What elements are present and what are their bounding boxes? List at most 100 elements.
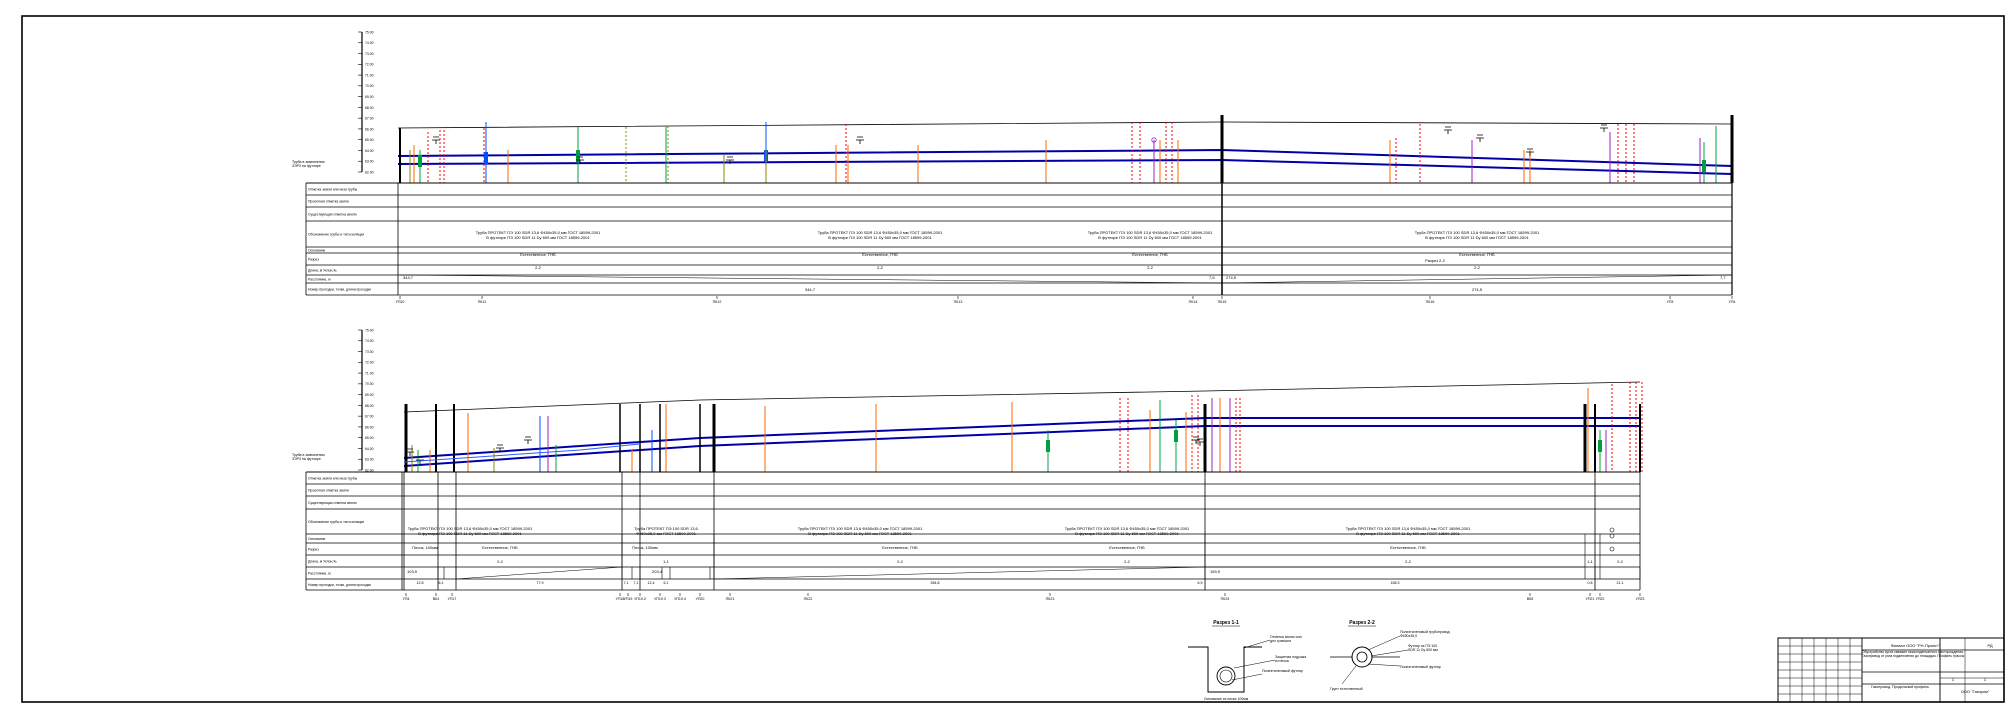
profile-2-table-row-label: Проектная отметка земли bbox=[308, 488, 349, 492]
section-2-2-leader-4 bbox=[1341, 665, 1357, 685]
profile-2-spec-2: Труба ПРОТЕКТ ПЭ 100 SDR 13,6 Ф450х35,0 м… bbox=[634, 526, 698, 536]
profile-1-section-2: 2-2 bbox=[877, 265, 884, 270]
profile-2-table-row-label: Существующая отметка земли bbox=[308, 501, 357, 505]
title-block: Филиал ООО "РН-Проект" РД Обустройство к… bbox=[1777, 637, 2005, 703]
title-block-project-box: Обустройство куста скважин газоконденсат… bbox=[1862, 650, 1964, 658]
section-1-1-note-4: Основание из песка 100мм bbox=[1204, 697, 1249, 701]
section-1-1-leader-3 bbox=[1231, 673, 1263, 681]
profile-2-distance-label: 284,8 bbox=[931, 581, 940, 585]
profile-2-table-row-label: Основание bbox=[308, 537, 326, 541]
profile-2-crossing-marker bbox=[1196, 438, 1204, 446]
title-block-grid bbox=[1778, 638, 2004, 702]
profile-1-crossing-marker bbox=[1600, 124, 1608, 132]
profile-1-crossing-marker bbox=[1526, 148, 1534, 156]
section-2-2-case bbox=[1351, 646, 1373, 668]
scale-label: 69.00 bbox=[365, 95, 374, 99]
profile-2-table-row-label: Длина, м Уклон,‰ bbox=[308, 559, 337, 563]
profile-2-spec-4: Труба ПРОТЕКТ ПЭ 100 SDR 13,6 Ф450х35,0 … bbox=[1065, 526, 1190, 536]
profile-1-table-row-label: Разрез bbox=[308, 257, 319, 261]
scale-label: 69.00 bbox=[365, 393, 374, 397]
profile-1-table-row-label: Отметка земли или низа трубы bbox=[308, 187, 358, 191]
profile-1-point-label: УП4 bbox=[1729, 300, 1736, 304]
profile-2-length-1: 103,9 bbox=[407, 569, 418, 574]
scale-label: 75.00 bbox=[365, 30, 374, 34]
profile-2-nodes bbox=[404, 404, 1641, 472]
section-2-2: Разрез 2-2 Полиэтиленовый трубопровод Ф45… bbox=[1330, 620, 1450, 691]
section-1-1-leader-2 bbox=[1233, 659, 1276, 669]
scale-label: 72.00 bbox=[365, 361, 374, 365]
profile-2-crossing-block bbox=[1174, 430, 1178, 442]
profile-2-marker bbox=[1609, 527, 1615, 533]
profile-1-distance-1: 344,7 bbox=[805, 287, 816, 292]
profile-2-point-label: ПК21 bbox=[726, 597, 735, 601]
profile-2-distance-label: 21,1 bbox=[1617, 581, 1624, 585]
scale-label: 65.00 bbox=[365, 436, 374, 440]
profile-1-crossing-marker bbox=[432, 136, 440, 144]
section-2-2-note-4: Грунт естественный bbox=[1330, 687, 1363, 691]
profile-2-table-row-label: Обозначение трубы и тип изоляции bbox=[308, 520, 364, 524]
profile-1-point-label: УП3 bbox=[1667, 300, 1674, 304]
profile-1-point-label: ПК16 bbox=[1426, 300, 1435, 304]
scale-label: 70.00 bbox=[365, 84, 374, 88]
profile-2-distance-label: 6,1 bbox=[439, 581, 444, 585]
profile-2-distance-label: 7,1 bbox=[624, 581, 629, 585]
profile-2-distance-label: 0,8 bbox=[1588, 581, 1593, 585]
profile-1-length-4: 7,7 bbox=[1720, 275, 1726, 280]
profile-1-crossing-marker bbox=[726, 156, 734, 164]
profile-1-point-label: ПК15 bbox=[1218, 300, 1227, 304]
profile-2-point-label: УП21 bbox=[1586, 597, 1595, 601]
profile-2-ground-line bbox=[403, 381, 1641, 413]
profile-2-section-3: 2-2 bbox=[897, 559, 904, 564]
section-2-2-note-1: Полиэтиленовый трубопровод Ф450х35,0 bbox=[1400, 630, 1450, 638]
profile-1-crossings bbox=[409, 122, 1717, 183]
profile-1-distance-2: 274,5 bbox=[1472, 287, 1483, 292]
title-block-org: Филиал ООО "РН-Проект" bbox=[1891, 643, 1940, 648]
profile-2-section-1: 2-2 bbox=[497, 559, 504, 564]
scale-label: 63.00 bbox=[365, 160, 374, 164]
profile-1-slope-mark bbox=[399, 274, 1223, 284]
profile-2-section-5: 2-2 bbox=[1405, 559, 1412, 564]
profile-2-pipe-top bbox=[403, 417, 1640, 459]
profile-2-distance-label: 7,1 bbox=[634, 581, 639, 585]
scale-label: 66.00 bbox=[365, 425, 374, 429]
profile-1-table-row-label: Существующая отметка земли bbox=[308, 212, 357, 216]
profile-2-side-label: Труба в заземлении ЗЭРЗ на футляре bbox=[292, 453, 325, 461]
scale-label: 64.00 bbox=[365, 447, 374, 451]
profile-1-point-label: ПК12 bbox=[713, 300, 722, 304]
profile-1-table-row-label: Основание bbox=[308, 248, 326, 252]
profile-2-section-4: 2-2 bbox=[1124, 559, 1131, 564]
profile-1-section-label: Разрез 2-2 bbox=[1425, 258, 1445, 263]
profile-2-point-label: ПК23 bbox=[1046, 597, 1055, 601]
scale-label: 71.00 bbox=[365, 73, 374, 77]
profile-1-table-row-label: Расстояние, м bbox=[308, 277, 331, 281]
profile-2-crossing-marker bbox=[1192, 436, 1200, 444]
profile-2-distance-label: 6,1 bbox=[664, 581, 669, 585]
profile-2-distance-label: 158,3 bbox=[1391, 581, 1400, 585]
profile-1-ground-line bbox=[397, 121, 1733, 129]
profile-2-spec-1: Труба ПРОТЕКТ ПЭ 100 SDR 13,6 Ф450х35,0 … bbox=[408, 526, 533, 536]
profile-2-point-label: УП19.4 bbox=[674, 597, 686, 601]
profile-1-crossing-block bbox=[418, 155, 422, 167]
profile-2-length-3: 159,9 bbox=[1210, 569, 1221, 574]
profile-2-point-label: УП22 bbox=[1596, 597, 1605, 601]
profile-1-scale: 75.00 74.00 73.00 72.00 71.00 70.00 69.00 68.00… bbox=[358, 30, 374, 174]
profile-1-point-label: ПК13 bbox=[954, 300, 963, 304]
profile-2-table-row-label: Номер проходки, точки, длина проходки bbox=[308, 583, 371, 587]
profile-2-crossing-block bbox=[1598, 440, 1602, 452]
section-1-1-note-2: Защитная подушка из песка bbox=[1275, 655, 1306, 663]
scale-label: 75.00 bbox=[365, 328, 374, 332]
section-2-2-pipe bbox=[1356, 651, 1368, 663]
section-1-1-title: Разрез 1-1 bbox=[1213, 620, 1239, 626]
profile-1-section-1: 2-2 bbox=[535, 265, 542, 270]
profile-2-table-row-label: Расстояние, м bbox=[308, 571, 331, 575]
scale-label: 74.00 bbox=[365, 41, 374, 45]
profile-2-base-6: Естественное, ГНБ bbox=[1390, 545, 1426, 550]
profile-2-section-2: 1-1 bbox=[663, 559, 670, 564]
section-1-1-leader-1 bbox=[1243, 639, 1271, 649]
profile-1-point-label: ПК14 bbox=[1189, 300, 1198, 304]
profile-2-base-5: Естественное, ГНБ bbox=[1109, 545, 1145, 550]
profile-1-base-2: Естественное, ГНБ bbox=[862, 252, 898, 257]
profile-2-distance-label: 12,4 bbox=[648, 581, 655, 585]
profile-2-point-label: УП23 bbox=[1636, 597, 1645, 601]
